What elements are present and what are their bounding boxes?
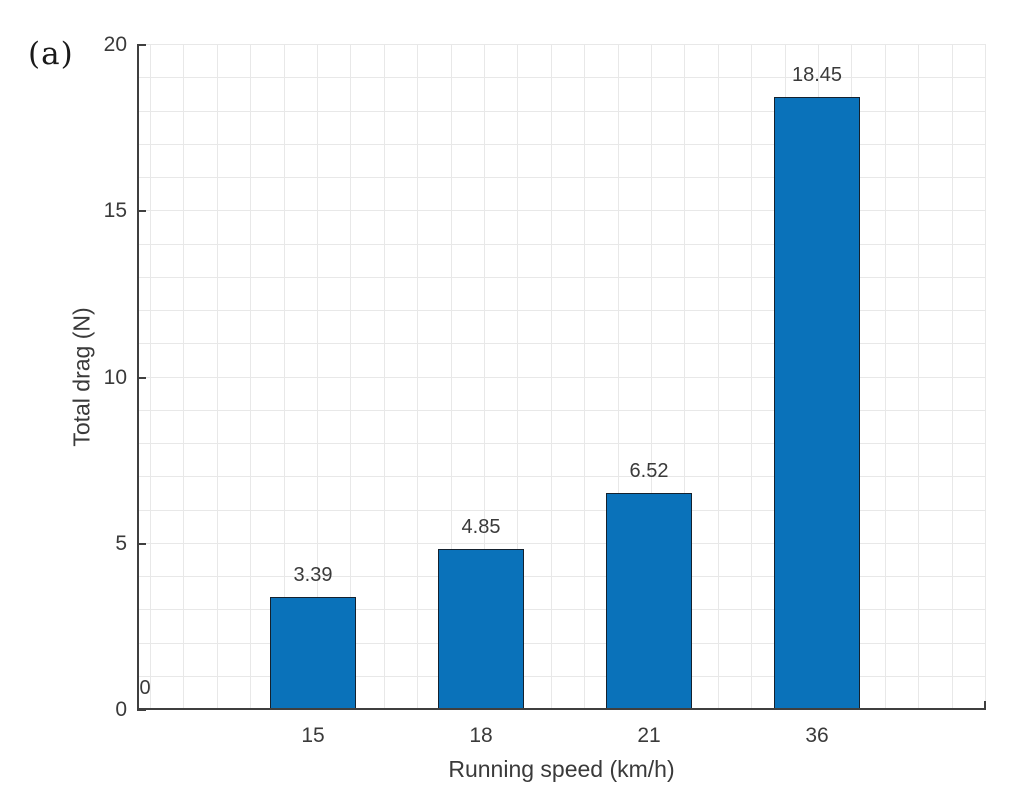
gridline: [137, 177, 986, 178]
y-tick-mark: [137, 44, 146, 46]
y-tick-mark: [137, 376, 146, 379]
gridline: [137, 642, 986, 644]
gridline: [250, 45, 252, 710]
gridline: [383, 45, 385, 710]
gridline: [717, 45, 719, 710]
gridline: [183, 45, 185, 710]
figure-panel-label: (a): [28, 36, 74, 72]
gridline: [550, 45, 552, 710]
gridline: [985, 45, 986, 710]
y-tick-label: 15: [103, 199, 127, 223]
x-tick-label: 36: [805, 724, 829, 747]
gridline: [951, 45, 953, 710]
x-axis-title: Running speed (km/h): [448, 756, 675, 782]
gridline: [517, 45, 519, 710]
bar-value-label: 6.52: [629, 460, 669, 483]
gridline: [137, 409, 986, 411]
y-tick-mark: [137, 709, 146, 711]
gridline: [584, 45, 586, 710]
gridline: [617, 45, 619, 710]
gridline: [651, 45, 652, 710]
gridline: [137, 476, 986, 478]
gridline: [137, 310, 986, 311]
bar-36: [774, 96, 860, 710]
gridline: [137, 609, 986, 611]
bar-18: [438, 548, 524, 710]
gridline: [484, 45, 485, 710]
gridline: [137, 343, 986, 345]
gridline: [137, 675, 986, 677]
gridline: [137, 276, 986, 278]
gridline: [137, 576, 986, 577]
gridline: [918, 45, 920, 710]
gridline: [137, 509, 986, 511]
x-tick-label: 18: [469, 724, 493, 747]
gridline: [684, 45, 686, 710]
gridline: [417, 45, 419, 710]
y-tick-label: 10: [103, 365, 127, 389]
y-tick-mark: [137, 210, 146, 213]
gridline: [884, 45, 886, 710]
gridline: [317, 45, 318, 710]
bar-21: [606, 493, 692, 710]
gridline: [283, 45, 285, 710]
gridline: [137, 542, 986, 544]
y-tick-label: 5: [115, 531, 127, 555]
gridline: [137, 210, 986, 212]
bar-value-label: 0: [139, 677, 151, 699]
bar-value-label: 4.85: [461, 515, 501, 538]
bar-value-label: 3.39: [293, 564, 333, 587]
bar-15: [270, 597, 356, 710]
gridline: [350, 45, 352, 710]
plot-area: 0 3.39 4.85 6.52 18.45: [137, 44, 986, 711]
gridline: [137, 77, 986, 79]
gridline: [137, 44, 986, 45]
gridline: [751, 45, 753, 710]
gridline: [137, 243, 986, 245]
gridline: [137, 376, 986, 378]
x-axis-line: [137, 708, 986, 710]
y-tick-label: 20: [103, 33, 127, 56]
gridline: [137, 443, 986, 444]
bar-value-label: 18.45: [791, 63, 843, 86]
y-axis-title: Total drag (N): [68, 307, 95, 447]
gridline: [216, 45, 218, 710]
x-tick-label: 21: [637, 724, 661, 747]
gridline: [450, 45, 452, 710]
gridline: [137, 110, 986, 112]
y-tick-mark: [137, 542, 146, 545]
y-tick-label: 0: [115, 698, 127, 721]
gridline: [150, 45, 151, 710]
x-tick-label: 15: [301, 724, 325, 747]
gridline: [137, 143, 986, 145]
x-axis-end-tick: [984, 701, 986, 710]
